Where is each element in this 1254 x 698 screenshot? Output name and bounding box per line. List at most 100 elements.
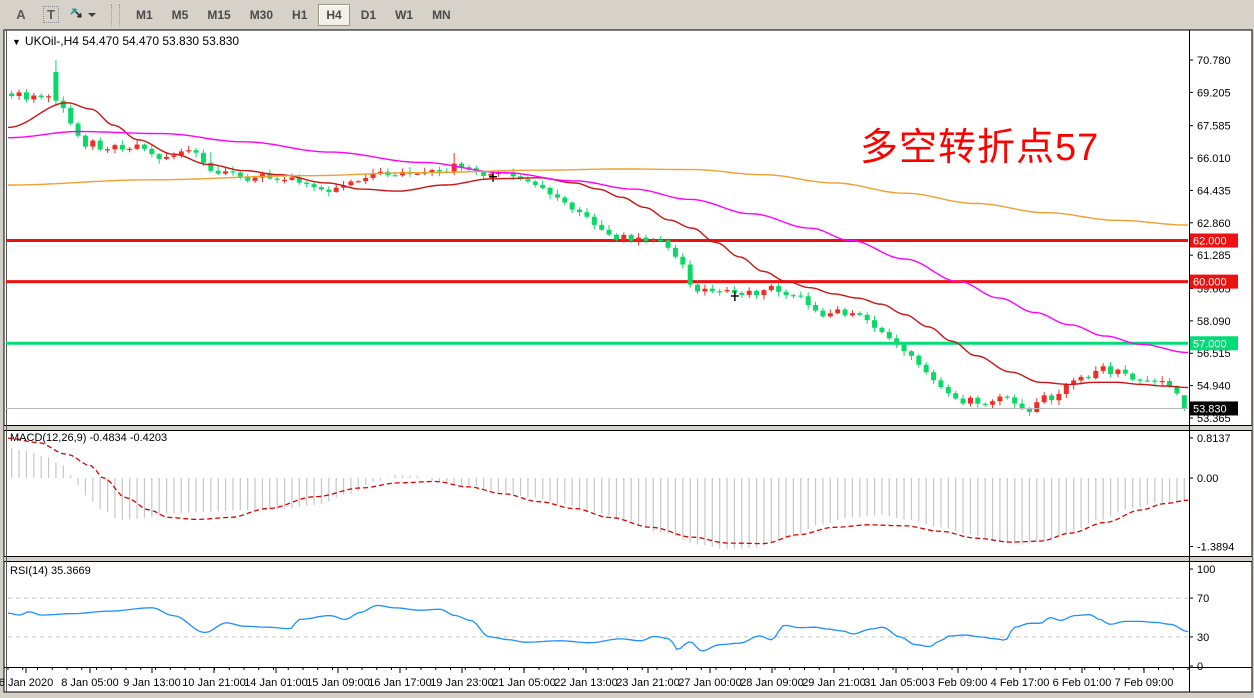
time-axis: 6 Jan 2020 8 Jan 05:00 9 Jan 13:00 10 Jan 2… (0, 668, 1189, 689)
macd-indicator-label: MACD(12,26,9) -0.4834 -0.4203 (10, 432, 167, 444)
rsi-value: 35.3669 (50, 565, 91, 577)
candle-body (429, 170, 435, 173)
time-label: 28 Jan 09:00 (740, 677, 804, 689)
ma-mid-magenta[interactable] (8, 130, 1189, 354)
candle-body (569, 202, 575, 210)
price-tick-label: 56.515 (1197, 348, 1231, 360)
candle-body (835, 309, 841, 314)
candle-body (1108, 366, 1114, 374)
candle-body (1078, 376, 1084, 381)
candle-body (1019, 403, 1025, 409)
price-tick-label: 53.365 (1197, 413, 1231, 425)
timeframe-button-m5[interactable]: M5 (171, 7, 189, 22)
price-tag-label: 53.830 (1193, 403, 1227, 415)
candle-body (363, 177, 369, 182)
candle-body (805, 296, 811, 305)
candle-body (650, 239, 656, 242)
time-label: 21 Jan 05:00 (492, 677, 556, 689)
candle-body (1026, 408, 1032, 412)
price-tick-label: 70.780 (1197, 55, 1231, 67)
candle-body (577, 209, 583, 213)
text-label-tool-button[interactable]: T (38, 3, 64, 27)
price-tag-label: 60.000 (1193, 277, 1227, 289)
price-axis: 70.780 69.205 67.585 66.010 64.435 62.860 61.2… (1189, 55, 1238, 425)
timeframe-button-d1[interactable]: D1 (360, 7, 377, 22)
candle-body (208, 162, 214, 171)
candle-body (599, 224, 605, 230)
timeframe-button-w1[interactable]: W1 (395, 7, 414, 22)
rsi-panel: 100 70 30 0 (8, 564, 1215, 673)
candle-body (215, 170, 221, 174)
candle-body (164, 156, 170, 159)
macd-tick-label: -1.3894 (1197, 541, 1234, 553)
candle-body (525, 179, 531, 182)
candle-body (193, 150, 199, 153)
candle-body (377, 171, 383, 174)
candle-body (872, 320, 878, 328)
ma-fast-red[interactable] (7, 102, 1189, 389)
candle-body (68, 108, 74, 124)
candle-body (1004, 396, 1010, 398)
candle-body (606, 229, 612, 235)
candle-body (178, 151, 184, 156)
candle-body (46, 96, 52, 98)
price-tick-label: 69.205 (1197, 87, 1231, 99)
candle-body (695, 284, 701, 292)
arrows-tool-button[interactable] (68, 3, 97, 27)
candle-body (945, 387, 951, 394)
time-label: 29 Jan 21:00 (802, 677, 866, 689)
candle-body (1085, 376, 1091, 379)
price-tick-label: 67.585 (1197, 121, 1231, 133)
collapse-caret-icon[interactable]: ▼ (12, 37, 21, 47)
candle-body (282, 179, 288, 182)
candle-body (554, 194, 560, 198)
candle-body (953, 393, 959, 399)
timeframe-button-m1[interactable]: M1 (136, 7, 153, 22)
candle-body (436, 170, 442, 172)
candle-body (105, 149, 111, 151)
candle-body (1152, 380, 1158, 382)
candle-body (672, 247, 678, 257)
rsi-tick-label: 70 (1197, 593, 1209, 605)
candle-body (643, 237, 649, 241)
candle-body (532, 181, 538, 185)
chart-text-annotation[interactable]: 多空转折点57 (860, 127, 1100, 169)
price-tick-label: 66.010 (1197, 153, 1231, 165)
rsi-line[interactable] (7, 604, 1189, 652)
panel-separator-macd[interactable] (4, 426, 1252, 430)
candle-body (304, 182, 310, 185)
ma-slow-orange[interactable] (8, 168, 1189, 226)
timeframe-button-m30[interactable]: M30 (249, 7, 274, 22)
candle-body (746, 290, 752, 295)
candle-body (783, 291, 789, 296)
candle-body (776, 285, 782, 292)
candle-body (230, 171, 236, 173)
price-tag-label: 57.000 (1193, 338, 1227, 350)
timeframe-button-h1[interactable]: H1 (292, 7, 308, 22)
price-tag-label: 62.000 (1193, 235, 1227, 247)
candle-body (1144, 380, 1150, 382)
panel-separator-rsi[interactable] (4, 557, 1252, 561)
candle-body (813, 304, 819, 311)
candle-body (613, 234, 619, 240)
candle-body (717, 291, 723, 293)
rsi-name: RSI(14) (10, 565, 48, 577)
timeframe-button-h4[interactable]: H4 (318, 3, 350, 26)
timeframe-button-mn[interactable]: MN (432, 7, 451, 22)
time-label: 10 Jan 21:00 (182, 677, 246, 689)
time-label: 9 Jan 13:00 (123, 677, 181, 689)
candle-body (1093, 370, 1099, 379)
candle-body (326, 189, 332, 192)
arrow-text-tool-button[interactable]: A (8, 3, 34, 27)
toolbar-grip[interactable] (111, 3, 120, 26)
macd-signal-line[interactable] (7, 437, 1189, 545)
candle-body (355, 181, 361, 183)
candle-body (975, 397, 981, 404)
candle-body (223, 171, 229, 174)
candle-body (488, 173, 494, 176)
candle-body (112, 145, 118, 150)
candle-body (864, 314, 870, 321)
timeframe-button-m15[interactable]: M15 (207, 7, 231, 22)
candle-body (186, 150, 192, 152)
